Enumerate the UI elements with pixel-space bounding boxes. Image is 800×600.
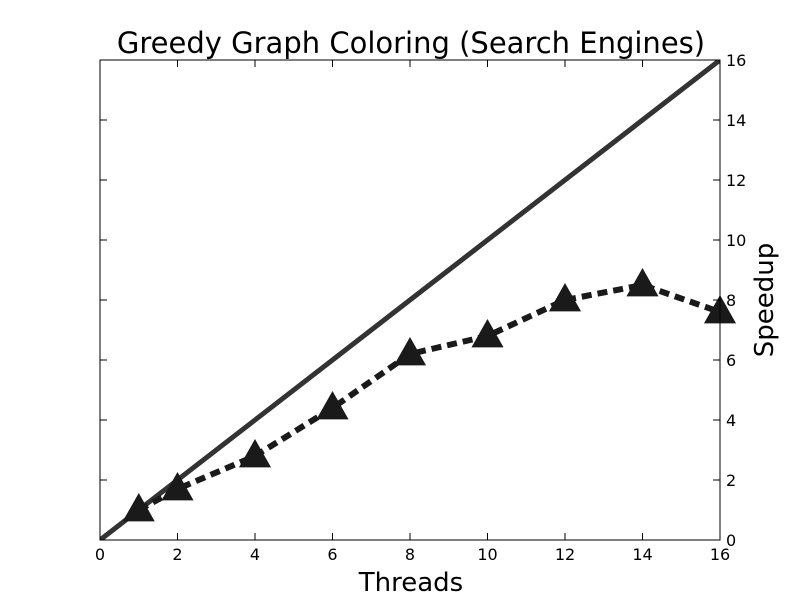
- series-2-point: [626, 267, 659, 297]
- y-tick-label: 4: [726, 411, 736, 430]
- y-tick-label: 16: [726, 51, 746, 70]
- series-2-point: [548, 282, 582, 312]
- series-1-line: [100, 60, 720, 540]
- y-tick-label: 10: [726, 231, 746, 250]
- x-tick-label: 0: [95, 545, 105, 564]
- x-tick-label: 4: [250, 545, 260, 564]
- series-2-point: [122, 492, 155, 522]
- series-2-point: [161, 471, 194, 501]
- y-tick-label: 0: [726, 531, 736, 550]
- y-tick-label: 6: [726, 351, 736, 370]
- y-tick-label: 8: [726, 291, 736, 310]
- y-tick-label: 2: [726, 471, 736, 490]
- x-tick-label: 16: [710, 545, 730, 564]
- y-tick-label: 12: [726, 171, 746, 190]
- x-tick-label: 8: [405, 545, 415, 564]
- x-tick-label: 12: [555, 545, 575, 564]
- x-tick-label: 2: [172, 545, 182, 564]
- series-2-point: [316, 390, 349, 420]
- series-2-line: [137, 282, 720, 513]
- x-tick-label: 6: [327, 545, 337, 564]
- x-tick-label: 10: [477, 545, 497, 564]
- x-axis-label: Threads: [358, 568, 463, 598]
- y-tick-label: 14: [726, 111, 746, 130]
- y-axis-label: Speedup: [750, 243, 780, 358]
- series-2-point: [393, 336, 427, 366]
- chart-title: Greedy Graph Coloring (Search Engines): [117, 26, 705, 60]
- series-2-point: [238, 438, 272, 468]
- series-2-point: [471, 318, 504, 348]
- marker-layer: [122, 267, 737, 522]
- x-tick-label: 14: [632, 545, 652, 564]
- plot-area: [100, 60, 720, 540]
